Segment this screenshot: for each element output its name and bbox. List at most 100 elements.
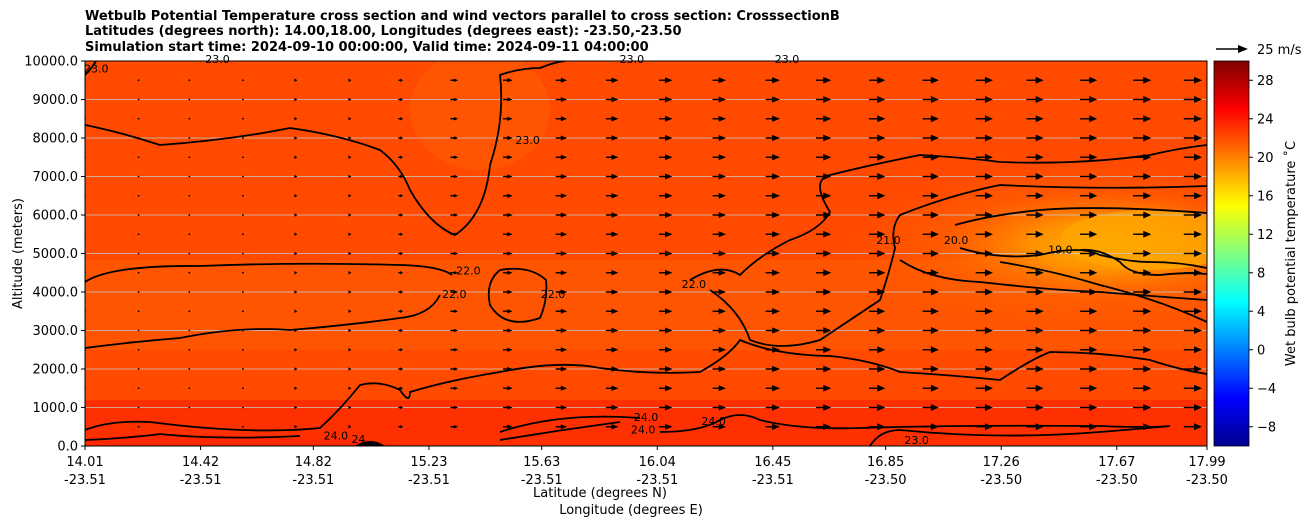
wind-vector-head — [1143, 423, 1152, 431]
wind-vector-head — [611, 173, 619, 180]
wind-vector-head — [1089, 269, 1098, 277]
wind-vector-head — [1089, 153, 1098, 161]
wind-vector — [815, 134, 832, 142]
wind-vector-head — [665, 77, 673, 84]
wind-vector — [137, 368, 140, 370]
wind-vector-head — [400, 386, 404, 391]
wind-vector-head — [1194, 96, 1203, 103]
wind-vector — [1079, 307, 1098, 315]
wind-vector — [869, 134, 886, 142]
wind-vector-head — [453, 424, 459, 429]
wind-vector — [398, 367, 404, 371]
wind-vector — [555, 250, 568, 257]
wind-vector-head — [1194, 404, 1203, 411]
wind-vector-head — [984, 115, 993, 123]
wind-vector — [922, 153, 939, 161]
contour-line — [499, 415, 641, 433]
wind-vector — [712, 289, 727, 295]
wind-vector — [348, 309, 352, 314]
wind-vector-head — [1035, 96, 1044, 103]
wind-vector — [815, 153, 832, 161]
wind-vector-head — [611, 212, 619, 218]
wind-vector — [241, 233, 244, 236]
wind-vector — [1133, 250, 1152, 257]
wind-vector-head — [507, 289, 513, 295]
colorbar-tick-label: 8 — [1257, 266, 1265, 281]
wind-vector-head — [877, 269, 886, 277]
wind-vector-head — [1143, 404, 1152, 411]
wind-vector-head — [560, 193, 568, 199]
y-tick-label: 9000.0 — [33, 93, 79, 108]
wind-vector — [503, 97, 513, 102]
wind-vector — [659, 327, 673, 334]
wind-vector — [815, 384, 832, 392]
wind-vector-head — [348, 213, 352, 217]
x-axis-title-latitude: Latitude (degrees N) — [533, 486, 667, 501]
wind-vector-head — [611, 424, 619, 430]
wind-vector-head — [984, 211, 993, 219]
wind-vector-head — [294, 155, 298, 160]
wind-vector-head — [453, 290, 459, 294]
wind-vector-head — [1194, 307, 1203, 315]
wind-vector — [869, 96, 886, 103]
wind-vector — [348, 193, 352, 198]
wind-vector — [1133, 134, 1152, 142]
wind-vector-head — [823, 288, 832, 296]
wind-vector-head — [930, 404, 939, 411]
wind-vector — [348, 116, 352, 121]
y-tick-label: 8000.0 — [33, 132, 79, 147]
wind-vector-head — [718, 192, 727, 199]
wind-vector — [1079, 384, 1098, 392]
wind-vector — [975, 115, 993, 123]
wind-vector-head — [1089, 307, 1098, 315]
wind-vector-head — [611, 231, 619, 237]
wind-vector — [815, 346, 832, 354]
wind-vector — [555, 231, 568, 237]
wind-vector-head — [294, 97, 298, 102]
wind-vector — [294, 174, 298, 179]
wind-vector — [398, 270, 404, 275]
wind-vector-head — [1194, 288, 1203, 296]
wind-vector — [922, 96, 939, 103]
wind-vector-head — [877, 153, 886, 161]
wind-vector — [137, 194, 140, 197]
contour-lines — [85, 61, 1207, 446]
contour-label: 24.0 — [324, 429, 349, 442]
y-axis: 0.0 1000.0 2000.0 3000.0 4000.0 5000.0 6000.0 7… — [24, 55, 85, 455]
wind-vector — [659, 77, 673, 84]
wind-vector-head — [1089, 250, 1098, 257]
contour-label: 23.0 — [904, 434, 929, 447]
wind-vector-head — [984, 384, 993, 392]
wind-vector-head — [823, 230, 832, 238]
wind-vector-head — [1143, 192, 1152, 200]
wind-vector-head — [400, 270, 404, 275]
wind-vector — [712, 366, 727, 372]
wind-vector-head — [877, 134, 886, 142]
wind-vector — [815, 96, 832, 103]
wind-vector — [137, 98, 140, 101]
wind-key-arrow-head — [1238, 45, 1248, 53]
wind-vector-head — [930, 192, 939, 200]
wind-vector — [241, 406, 244, 409]
wind-vector-head — [453, 251, 459, 256]
wind-vector — [294, 155, 298, 160]
wind-vector — [1133, 153, 1152, 161]
wind-vector — [605, 212, 619, 218]
wind-vector-head — [560, 135, 568, 141]
contour-label: 22.0 — [682, 278, 707, 291]
wind-vector-head — [611, 193, 619, 199]
wind-vector-head — [718, 423, 727, 430]
colorbar-gradient — [1213, 60, 1250, 447]
wind-vector — [659, 308, 673, 315]
wind-vector — [1079, 250, 1098, 257]
wind-vector — [1079, 115, 1098, 123]
wind-vector-head — [560, 270, 568, 276]
wind-vector — [869, 173, 886, 180]
wind-vector-head — [400, 405, 404, 410]
wind-vector — [503, 251, 513, 256]
wind-vector — [1183, 327, 1203, 334]
wind-vector — [765, 231, 781, 238]
wind-vector — [1079, 365, 1098, 373]
wind-vector-head — [348, 97, 352, 102]
wind-vector-head — [1089, 384, 1098, 392]
